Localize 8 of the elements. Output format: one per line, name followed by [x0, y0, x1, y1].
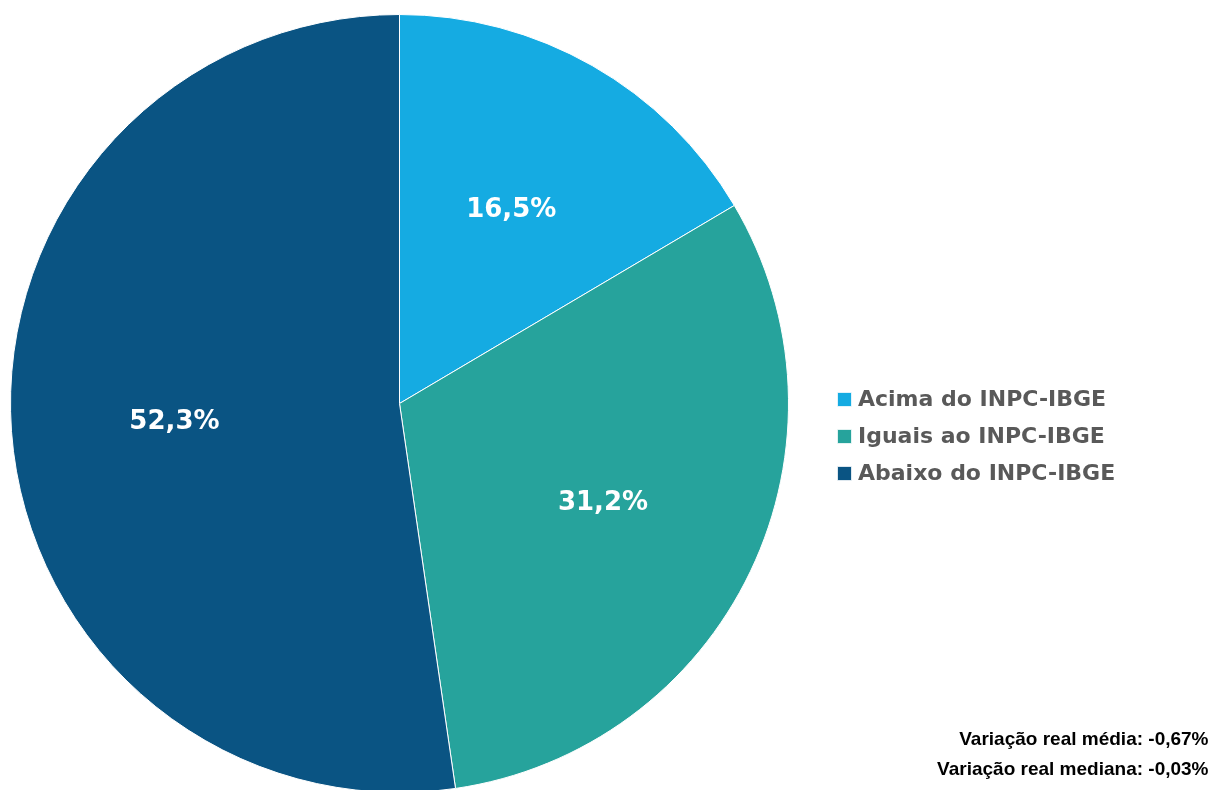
legend-label: Iguais ao INPC-IBGE — [858, 423, 1105, 448]
legend-label: Abaixo do INPC-IBGE — [858, 460, 1116, 485]
data-label: 16,5% — [466, 192, 557, 223]
text: Variação real mediana: -0,03% — [937, 758, 1209, 779]
data-label: 52,3% — [129, 404, 220, 435]
text: Variação real média: -0,67% — [959, 728, 1209, 749]
data-label: 31,2% — [557, 485, 649, 516]
legend-label: Acima do INPC-IBGE — [858, 386, 1107, 411]
